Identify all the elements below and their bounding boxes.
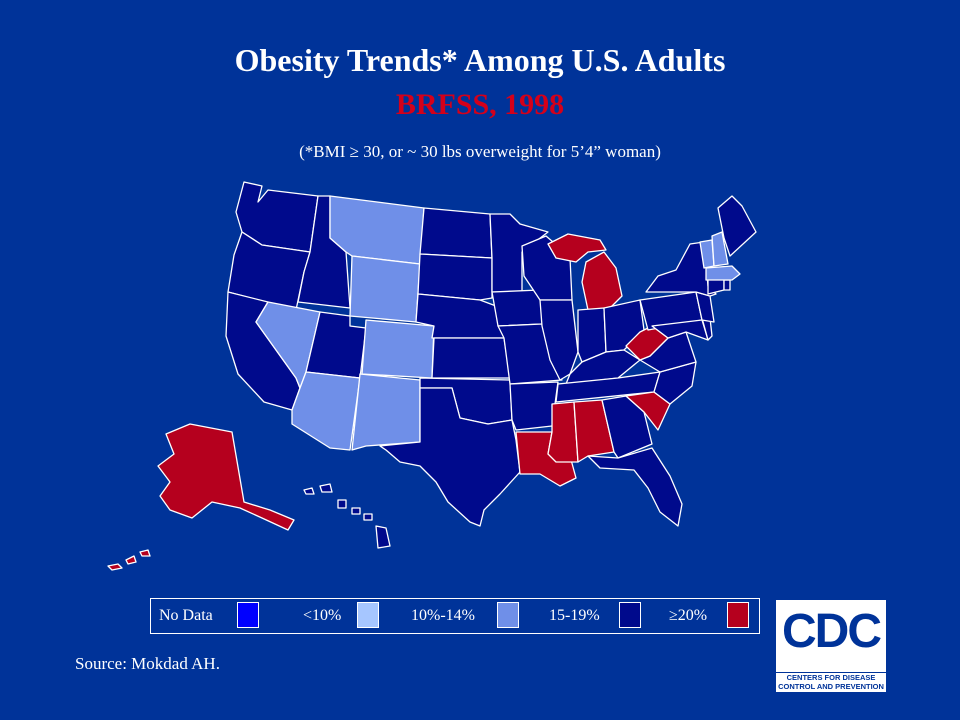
legend-swatch-no-data: [237, 602, 259, 628]
state-me: [717, 195, 757, 257]
state-nm: [351, 373, 421, 451]
cdc-logo-line1: CENTERS FOR DISEASE: [786, 673, 876, 682]
state-tx: [379, 387, 521, 527]
map-subtitle: BRFSS, 1998: [395, 88, 565, 121]
state-sc: [625, 391, 671, 431]
state-il: [539, 299, 579, 381]
legend-swatch-10-14: [497, 602, 519, 628]
legend-label-lt10: <10%: [303, 607, 342, 624]
legend-label-15-19: 15-19%: [549, 607, 600, 624]
legend: No Data <10% 10%-14% 15-19% ≥20%: [150, 598, 760, 634]
cdc-logo-tagline: CENTERS FOR DISEASE CONTROL AND PREVENTI…: [776, 673, 886, 692]
cdc-logo-line2: CONTROL AND PREVENTION: [778, 682, 884, 691]
state-mi: [547, 233, 623, 311]
state-az: [291, 371, 361, 451]
source-note: Source: Mokdad AH.: [75, 654, 220, 673]
state-ri: [723, 279, 731, 291]
state-ms: [547, 401, 579, 463]
state-ks: [431, 337, 511, 379]
state-ar: [509, 381, 559, 431]
state-nh: [711, 231, 729, 267]
legend-swatch-lt10: [357, 602, 379, 628]
legend-swatch-15-19: [619, 602, 641, 628]
state-nd: [419, 207, 493, 259]
legend-label-10-14: 10%-14%: [411, 607, 475, 624]
state-nc: [653, 361, 697, 405]
state-fl: [587, 447, 683, 527]
state-sd: [417, 253, 493, 301]
legend-label-no-data: No Data: [159, 607, 213, 624]
state-al: [573, 399, 615, 463]
state-wy: [349, 255, 421, 323]
state-co: [361, 319, 435, 379]
cdc-logo-letters: CDC: [782, 605, 882, 658]
alaska-aleutians: [107, 549, 151, 571]
state-ma: [705, 265, 741, 281]
cdc-logo: CDC CENTERS FOR DISEASE CONTROL AND PREV…: [776, 600, 886, 692]
state-ak: [157, 423, 295, 531]
legend-swatch-ge20: [727, 602, 749, 628]
state-hi: [303, 483, 391, 549]
bmi-note: (*BMI ≥ 30, or ~ 30 lbs overweight for 5…: [299, 142, 661, 161]
map-title: Obesity Trends* Among U.S. Adults: [234, 42, 726, 78]
state-md: [651, 319, 709, 341]
legend-label-ge20: ≥20%: [669, 607, 708, 624]
cdc-logo-box: CDC: [776, 600, 886, 672]
